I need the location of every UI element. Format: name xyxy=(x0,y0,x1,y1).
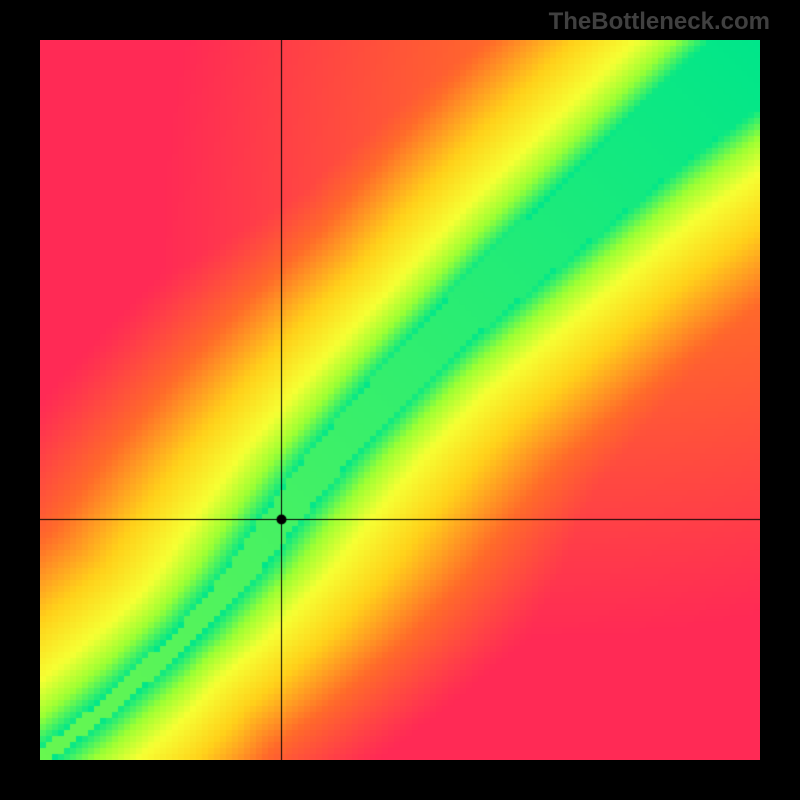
watermark-text: TheBottleneck.com xyxy=(549,8,770,36)
chart-container: TheBottleneck.com xyxy=(0,0,800,800)
heatmap-canvas xyxy=(40,40,760,760)
heatmap-plot-area xyxy=(40,40,760,760)
